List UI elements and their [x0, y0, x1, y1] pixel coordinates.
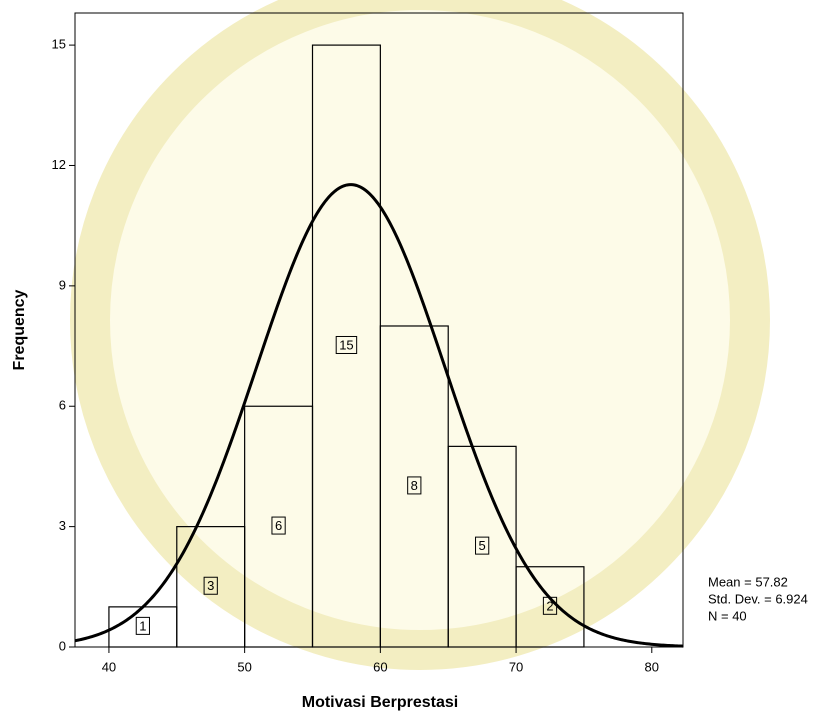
y-tick-label: 12 — [52, 157, 66, 172]
y-tick-label: 9 — [59, 277, 66, 292]
value-label-box — [271, 516, 286, 535]
x-tick-label: 70 — [509, 659, 523, 674]
bar — [515, 566, 585, 648]
x-tick-label: 40 — [102, 659, 116, 674]
stat-label: Mean = 57.82 — [708, 574, 788, 589]
x-tick-label: 50 — [237, 659, 251, 674]
value-label: 2 — [546, 598, 553, 613]
watermark — [70, 0, 770, 670]
value-label: 6 — [275, 518, 282, 533]
x-tick-label: 80 — [645, 659, 659, 674]
value-label-box — [407, 476, 422, 495]
stat-label: Std. Dev. = 6.924 — [708, 591, 808, 606]
value-label-box — [335, 335, 358, 354]
y-tick-label: 0 — [59, 638, 66, 653]
normal-curve — [74, 183, 684, 648]
value-label-box — [203, 576, 218, 595]
y-tick-label: 15 — [52, 37, 66, 52]
y-axis-title: Frequency — [11, 289, 28, 370]
value-label: 5 — [479, 538, 486, 553]
y-tick-label: 6 — [59, 398, 66, 413]
y-tick-label: 3 — [59, 518, 66, 533]
stat-label: N = 40 — [708, 608, 747, 623]
x-axis-title: Motivasi Berprestasi — [302, 694, 459, 711]
value-label-box — [475, 536, 490, 555]
value-label-box — [135, 616, 150, 635]
value-label: 1 — [139, 618, 146, 633]
x-tick-label: 60 — [373, 659, 387, 674]
value-label: 8 — [411, 478, 418, 493]
value-label: 3 — [207, 578, 214, 593]
value-label: 15 — [339, 337, 353, 352]
